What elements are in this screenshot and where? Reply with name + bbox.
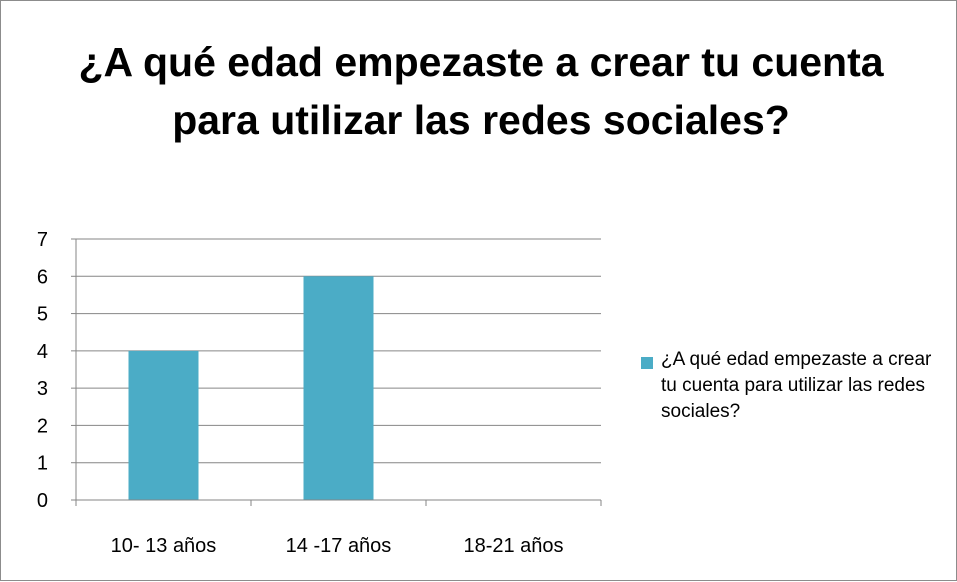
y-tick-label: 0 <box>37 490 48 512</box>
axes <box>71 238 602 506</box>
y-tick-labels: 0 1 2 3 4 5 6 7 <box>37 229 48 512</box>
y-tick-label: 6 <box>37 266 48 288</box>
legend: ¿A qué edad empezaste a crear tu cuenta … <box>641 347 951 425</box>
legend-swatch <box>641 357 653 369</box>
x-tick-label: 18-21 años <box>463 535 563 557</box>
bar <box>303 276 374 500</box>
chart-title: ¿A qué edad empezaste a crear tu cuenta … <box>78 39 884 143</box>
y-tick-label: 5 <box>37 304 48 326</box>
legend-label: ¿A qué edad empezaste a crear tu cuenta … <box>661 349 932 422</box>
x-tick-label: 14 -17 años <box>286 535 392 557</box>
bars <box>128 276 374 500</box>
bar <box>128 350 199 500</box>
y-tick-label: 2 <box>37 415 48 437</box>
y-tick-label: 7 <box>37 229 48 251</box>
y-tick-label: 4 <box>37 341 48 363</box>
x-tick-label: 10- 13 años <box>111 535 217 557</box>
y-tick-label: 1 <box>37 453 48 475</box>
x-tick-labels: 10- 13 años 14 -17 años 18-21 años <box>111 535 564 557</box>
y-tick-label: 3 <box>37 378 48 400</box>
